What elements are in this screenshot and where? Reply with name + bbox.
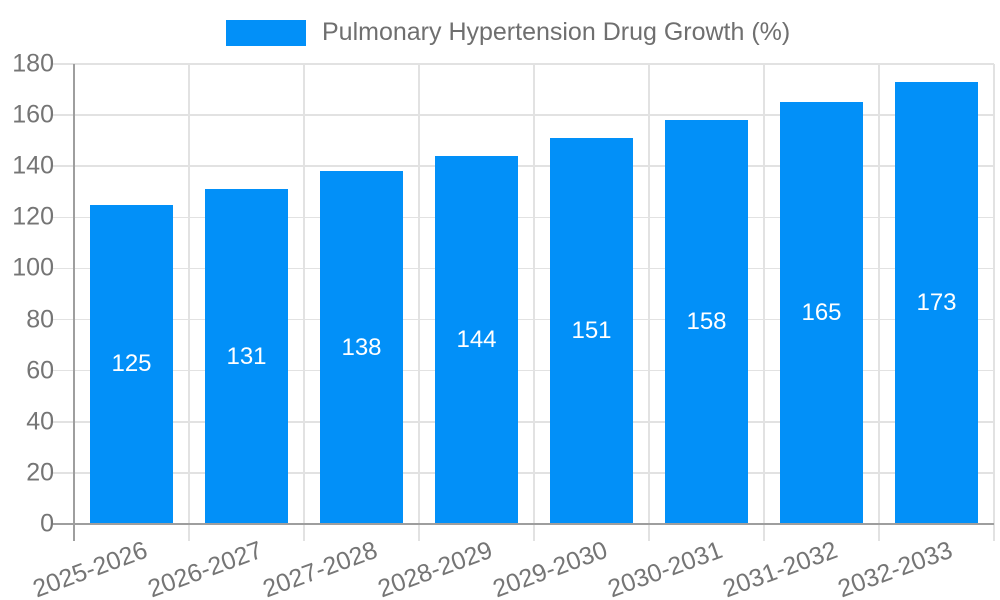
x-tick-label: 2029-2030 — [489, 536, 612, 600]
y-tick-label: 120 — [12, 202, 54, 231]
v-gridline — [648, 64, 650, 541]
h-gridline — [53, 421, 994, 423]
bar: 165 — [780, 102, 863, 524]
h-gridline — [53, 114, 994, 116]
x-tick-label: 2032-2033 — [834, 536, 957, 600]
h-gridline — [53, 472, 994, 474]
x-axis-line — [53, 523, 994, 525]
bar: 138 — [320, 171, 403, 524]
v-gridline — [993, 64, 995, 541]
v-gridline — [533, 64, 535, 541]
v-gridline — [878, 64, 880, 541]
x-tick-label: 2025-2026 — [29, 536, 152, 600]
y-tick-label: 140 — [12, 151, 54, 180]
bar: 144 — [435, 156, 518, 524]
legend: Pulmonary Hypertension Drug Growth (%) — [226, 18, 790, 47]
x-tick-label: 2028-2029 — [374, 536, 497, 600]
plot-area: 0 20 40 60 80 100 120 140 160 180 125 131 138 144 151 1… — [12, 50, 995, 600]
y-axis-line — [73, 64, 75, 541]
bar: 151 — [550, 138, 633, 524]
legend-label: Pulmonary Hypertension Drug Growth (%) — [322, 18, 791, 46]
x-tick-label: 2026-2027 — [144, 536, 267, 600]
bar: 131 — [205, 189, 288, 524]
bar-value-label: 131 — [226, 342, 267, 370]
bar-value-label: 125 — [111, 350, 152, 378]
bar-value-label: 173 — [916, 288, 957, 316]
y-tick-label: 80 — [26, 305, 54, 334]
h-gridline — [53, 216, 994, 219]
legend-swatch — [226, 19, 306, 46]
y-tick-label: 0 — [40, 509, 54, 538]
bar-value-label: 158 — [686, 308, 727, 336]
y-tick-label: 20 — [26, 458, 54, 487]
bar: 125 — [90, 204, 173, 524]
y-tick-label: 60 — [26, 356, 54, 385]
v-gridline — [763, 64, 765, 541]
h-gridline — [53, 63, 994, 65]
v-gridline — [303, 64, 305, 541]
x-tick-label: 2027-2028 — [259, 536, 382, 600]
bar: 173 — [895, 81, 978, 524]
bar-value-label: 138 — [341, 333, 382, 361]
h-gridline — [53, 165, 994, 167]
y-tick-label: 40 — [26, 407, 54, 436]
bar-value-label: 151 — [571, 317, 612, 345]
y-tick-label: 160 — [12, 100, 54, 129]
bar-value-label: 165 — [801, 299, 842, 327]
h-gridline — [53, 369, 994, 372]
x-tick-label: 2030-2031 — [604, 536, 727, 600]
h-gridline — [53, 318, 994, 321]
v-gridline — [418, 64, 420, 541]
h-gridline — [53, 267, 994, 270]
v-gridline — [188, 64, 190, 541]
y-tick-label: 180 — [12, 49, 54, 78]
bar-value-label: 144 — [456, 326, 497, 353]
bar: 158 — [665, 120, 748, 524]
x-tick-label: 2031-2032 — [719, 536, 842, 600]
y-tick-label: 100 — [12, 253, 54, 282]
